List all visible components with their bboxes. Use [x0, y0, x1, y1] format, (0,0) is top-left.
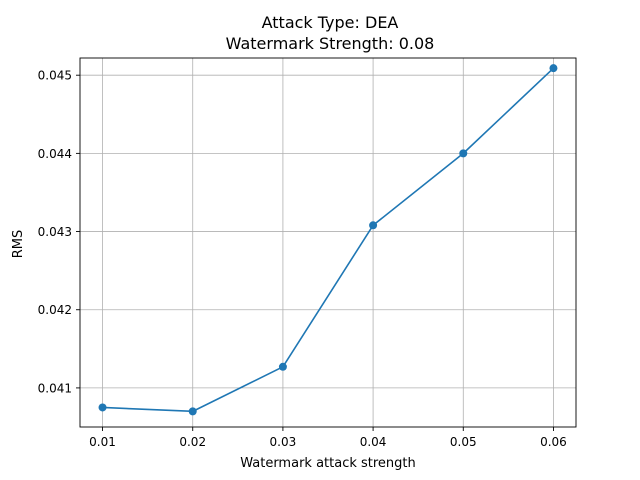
- series-layer: [98, 64, 558, 416]
- data-point: [188, 407, 197, 416]
- y-tick-label: 0.044: [38, 147, 72, 161]
- y-tick-label: 0.041: [38, 381, 72, 395]
- x-axis-label: Watermark attack strength: [240, 456, 416, 471]
- x-tick-label: 0.06: [540, 435, 567, 449]
- x-tick-label: 0.02: [179, 435, 206, 449]
- plot-frame: [79, 57, 577, 428]
- data-point: [98, 403, 107, 412]
- x-tick-label: 0.01: [89, 435, 116, 449]
- y-axis-label: RMS: [11, 230, 26, 259]
- grid: [80, 58, 576, 427]
- data-point: [459, 149, 468, 158]
- y-tick-label: 0.043: [38, 225, 72, 239]
- x-tick-label: 0.04: [360, 435, 387, 449]
- y-tick-label: 0.045: [38, 69, 72, 83]
- data-point: [549, 64, 558, 73]
- data-point: [369, 221, 378, 230]
- y-tick-label: 0.042: [38, 303, 72, 317]
- x-tick-label: 0.03: [270, 435, 297, 449]
- series-line: [102, 67, 554, 413]
- chart-title-line-1: Attack Type: DEA: [262, 13, 399, 32]
- axes: [79, 57, 577, 428]
- ticks: 0.01 0.02 0.03 0.04 0.05 0.06 0.041 0.042 0.043 0…: [38, 69, 567, 449]
- x-tick-label: 0.05: [450, 435, 477, 449]
- data-point: [278, 362, 287, 371]
- chart-title-line-2: Watermark Strength: 0.08: [226, 34, 435, 53]
